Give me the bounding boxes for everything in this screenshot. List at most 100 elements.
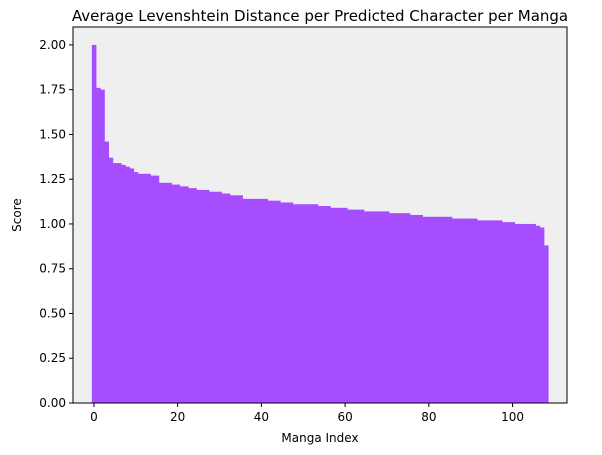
x-tick-label: 20: [170, 410, 185, 424]
bar: [116, 163, 122, 403]
plot-frame: [72, 26, 568, 404]
x-tick-label: 0: [90, 410, 98, 424]
bar: [142, 173, 147, 403]
bar: [481, 220, 486, 403]
bar: [280, 202, 285, 403]
bar: [309, 204, 315, 403]
bar: [539, 227, 545, 403]
bar: [204, 189, 210, 403]
x-tick-label: 80: [421, 410, 436, 424]
bars-group: [91, 44, 549, 404]
bar: [531, 223, 537, 403]
bar: [192, 188, 197, 403]
chart-title: Average Levenshtein Distance per Predict…: [72, 7, 568, 25]
bar: [414, 215, 419, 403]
bar: [96, 87, 101, 403]
bar: [468, 218, 474, 403]
bar: [209, 191, 214, 403]
bar: [188, 188, 193, 403]
bar: [317, 206, 323, 403]
bar: [296, 204, 302, 403]
y-tick-label: 1.00: [39, 217, 66, 231]
bar: [125, 166, 130, 403]
bar: [213, 191, 218, 403]
bar: [435, 216, 440, 403]
bar: [514, 223, 520, 403]
bar: [112, 163, 118, 403]
x-tick-label: 40: [254, 410, 269, 424]
bar: [129, 168, 135, 403]
bar: [363, 211, 369, 403]
bar: [426, 216, 432, 403]
bar: [284, 202, 290, 403]
bar: [179, 186, 185, 403]
bar: [171, 184, 176, 403]
bar: [276, 200, 281, 403]
bar: [506, 222, 511, 403]
x-axis-label: Manga Index: [281, 431, 358, 445]
bar: [217, 191, 223, 403]
bar: [410, 215, 415, 403]
x-tick-label: 60: [337, 410, 352, 424]
y-tick-label: 1.25: [39, 172, 66, 186]
y-tick-label: 2.00: [39, 38, 66, 52]
bar: [292, 204, 298, 403]
bar: [242, 198, 248, 403]
bar: [229, 195, 235, 403]
bar: [322, 206, 327, 403]
bar: [100, 89, 105, 404]
bar: [430, 216, 436, 403]
bar: [389, 213, 394, 403]
bar: [527, 223, 532, 403]
y-axis-ticks: 0.00 0.25 0.50 0.75 1.00 1.25 1.50 1.75 2.00: [39, 38, 73, 410]
y-axis-label: Score: [10, 198, 24, 232]
bar: [418, 215, 423, 403]
y-tick-label: 1.50: [39, 127, 66, 141]
bar: [422, 216, 428, 403]
bar: [267, 200, 273, 403]
bar: [263, 198, 269, 403]
bar: [183, 186, 189, 403]
bar: [497, 220, 503, 403]
bar: [447, 216, 453, 403]
bar: [121, 164, 126, 403]
bar: [104, 141, 109, 404]
bar: [464, 218, 470, 403]
bar: [489, 220, 495, 403]
bar: [405, 213, 411, 403]
bar: [460, 218, 465, 403]
bar: [108, 157, 114, 403]
bar: [439, 216, 444, 403]
bar: [175, 184, 181, 403]
bar: [150, 175, 156, 403]
bar: [196, 189, 202, 403]
bar: [238, 195, 243, 403]
x-axis-ticks: 0 20 40 60 80 100: [90, 403, 524, 424]
bar: [288, 202, 294, 403]
y-tick-label: 0.25: [39, 351, 66, 365]
bar: [146, 173, 151, 403]
y-tick-label: 0.00: [39, 396, 66, 410]
bar: [543, 245, 549, 403]
bar: [167, 182, 172, 403]
bar: [305, 204, 310, 403]
bar: [380, 211, 386, 403]
bar: [343, 207, 348, 403]
x-tick-label: 100: [501, 410, 524, 424]
bar: [456, 218, 461, 403]
bar: [493, 220, 499, 403]
y-tick-label: 1.75: [39, 83, 66, 97]
bar: [225, 193, 231, 403]
bar: [518, 223, 524, 403]
bar: [334, 207, 340, 403]
bar: [326, 206, 331, 403]
bar: [351, 209, 356, 403]
y-tick-label: 0.50: [39, 306, 66, 320]
bar: [259, 198, 264, 403]
bar: [158, 182, 164, 403]
bar: [255, 198, 260, 403]
bar: [234, 195, 239, 403]
bar: [355, 209, 361, 403]
bar: [372, 211, 377, 403]
